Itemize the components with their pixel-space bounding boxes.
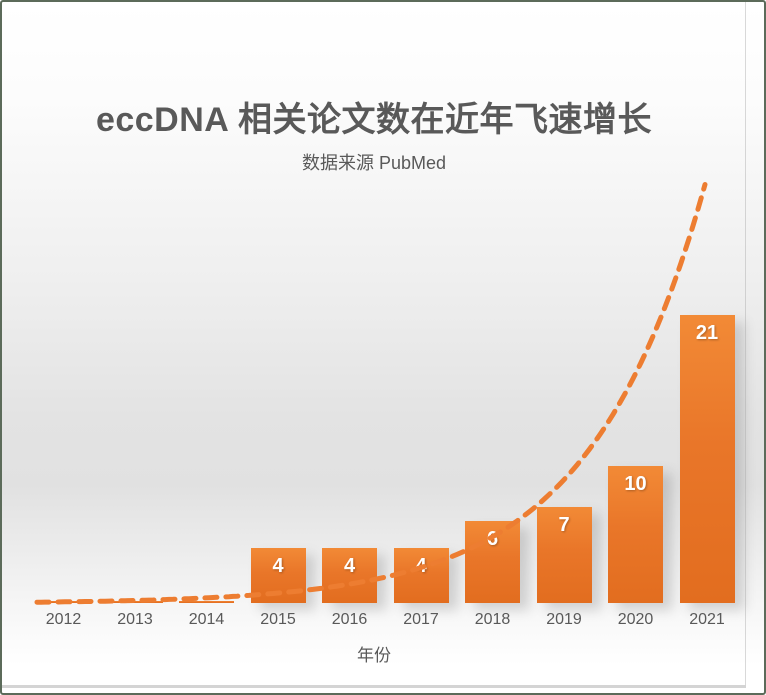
x-tick-2016: 2016 [331, 611, 368, 628]
x-tick-2012: 2012 [45, 611, 82, 628]
x-tick-2018: 2018 [474, 611, 511, 628]
x-tick-2019: 2019 [546, 611, 582, 628]
x-axis-title: 年份 [357, 646, 391, 665]
x-tick-2015: 2015 [260, 611, 296, 628]
chart-subtitle: 数据来源 PubMed [301, 153, 447, 173]
slide-right-edge [745, 2, 746, 686]
x-tick-2013: 2013 [117, 611, 153, 628]
x-tick-2020: 2020 [617, 611, 654, 628]
x-tick-2014: 2014 [188, 611, 225, 628]
slide-bottom-edge [2, 685, 746, 688]
chart-title: eccDNA 相关论文数在近年飞速增长 [95, 101, 653, 139]
x-tick-2021: 2021 [689, 611, 725, 628]
x-tick-2017: 2017 [403, 611, 439, 628]
